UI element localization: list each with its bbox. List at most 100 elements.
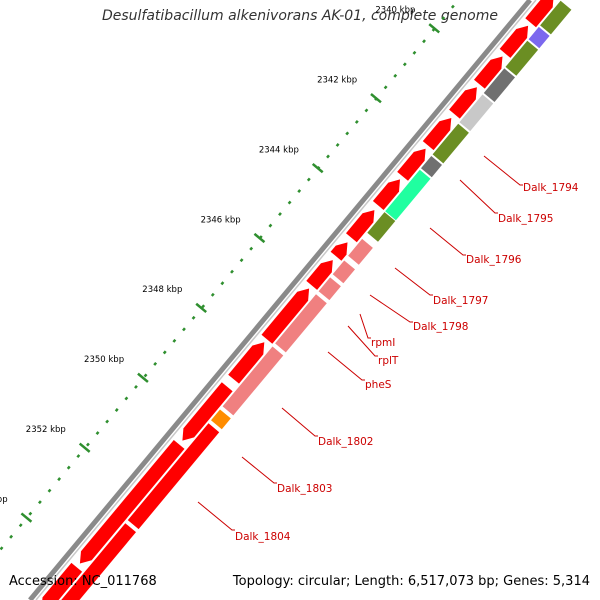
gene-leader-line (347, 325, 378, 357)
forward-gene (261, 288, 310, 344)
accession-text: Accession: NC_011768 (9, 574, 157, 589)
tick-dot (364, 108, 369, 113)
gene-label-dalk_1798[interactable]: Dalk_1798 (413, 321, 469, 333)
tick-dot (412, 50, 417, 55)
tick-dot (326, 154, 330, 159)
tick-dot (47, 488, 52, 493)
reverse-gene (127, 423, 220, 530)
tick-dot (230, 269, 234, 274)
tick-dot (354, 119, 359, 124)
forward-gene (79, 440, 185, 564)
gene-label-dalk_1804[interactable]: Dalk_1804 (235, 531, 291, 543)
tick-dot (57, 477, 62, 482)
reverse-gene (459, 94, 494, 132)
gene-label-rplt[interactable]: rplT (378, 355, 399, 367)
gene-label-phes[interactable]: pheS (365, 379, 392, 391)
kbp-tick-label: 2348 kbp (142, 285, 182, 295)
reverse-gene (483, 68, 515, 102)
forward-gene (499, 25, 529, 58)
tick-dot (268, 223, 273, 228)
tick-dot (278, 212, 282, 217)
tick-dot (249, 246, 254, 251)
kbp-tick-mark (137, 372, 149, 383)
kbp-tick-label: 2340 kbp (375, 6, 415, 16)
forward-gene (346, 210, 375, 243)
kbp-tick-mark (311, 162, 324, 174)
tick-dot (143, 373, 148, 378)
tick-dot (287, 200, 292, 205)
tick-dot (210, 292, 215, 297)
tick-dot (18, 523, 23, 528)
kbp-tick-label: 2354 kbp (0, 495, 8, 505)
tick-dot (393, 73, 398, 78)
tick-dot (153, 361, 158, 366)
tick-dot (220, 281, 225, 286)
forward-gene (474, 56, 503, 89)
reverse-gene (540, 0, 572, 35)
gene-label-dalk_1797[interactable]: Dalk_1797 (433, 295, 489, 307)
kbp-tick-label: 2342 kbp (317, 75, 357, 85)
reverse-gene (222, 346, 284, 416)
gene-leader-line (327, 351, 365, 381)
tick-dot (335, 143, 340, 147)
kbp-tick-label: 2350 kbp (84, 355, 124, 365)
gene-leader-line (281, 407, 318, 437)
tick-dot (86, 442, 90, 447)
tick-dot (9, 534, 14, 539)
reverse-gene (432, 123, 469, 164)
tick-dot (191, 315, 196, 320)
forward-strand (42, 0, 554, 600)
tick-dot (38, 500, 42, 505)
gene-leader-line (459, 179, 498, 214)
tick-dot (182, 327, 186, 332)
kbp-tick-label: 2344 kbp (259, 145, 299, 155)
gene-leader-line (394, 267, 433, 296)
tick-dot (402, 62, 407, 67)
kbp-tick-mark (20, 512, 33, 523)
tick-dot (345, 131, 350, 136)
reverse-gene (421, 156, 442, 178)
kbp-tick-label: 2352 kbp (26, 425, 66, 435)
tick-dot (239, 258, 244, 263)
tick-dot (201, 304, 206, 309)
kbp-tick-mark (370, 93, 382, 104)
tick-dot (95, 431, 100, 435)
reverse-gene (348, 238, 373, 265)
gene-label-dalk_1796[interactable]: Dalk_1796 (466, 254, 522, 266)
reverse-gene (61, 523, 136, 600)
gene-leader-line (359, 313, 371, 339)
gene-label-dalk_1795[interactable]: Dalk_1795 (498, 213, 554, 225)
kbp-tick-mark (428, 23, 441, 34)
kbp-tick-label: 2346 kbp (201, 215, 241, 225)
tick-dot (105, 419, 110, 424)
forward-gene (330, 242, 348, 261)
tick-dot (66, 465, 71, 470)
forward-gene (525, 0, 554, 28)
tick-dot (306, 177, 311, 182)
tick-dot (450, 4, 455, 9)
gene-leader-line (369, 294, 413, 323)
forward-gene (306, 260, 333, 290)
tick-dots (0, 4, 455, 551)
tick-dot (297, 189, 302, 194)
reverse-gene (505, 40, 539, 76)
gene-label-rpmi[interactable]: rpmI (371, 337, 395, 349)
tick-dot (134, 384, 138, 389)
tick-dot (28, 511, 33, 516)
tick-dot (114, 408, 119, 412)
gene-label-dalk_1803[interactable]: Dalk_1803 (277, 483, 333, 495)
forward-gene (449, 87, 477, 119)
gene-leader-line (197, 501, 235, 531)
tick-dot (422, 39, 426, 44)
reverse-gene (332, 260, 355, 284)
tick-dot (172, 338, 177, 343)
reverse-gene (528, 26, 550, 49)
forward-gene (397, 148, 426, 181)
forward-gene (42, 562, 83, 600)
gene-label-dalk_1794[interactable]: Dalk_1794 (523, 182, 579, 194)
kbp-tick-mark (78, 442, 91, 453)
tick-dot (0, 546, 4, 551)
gene-label-dalk_1802[interactable]: Dalk_1802 (318, 436, 374, 448)
map-title: Desulfatibacillum alkenivorans AK-01, co… (101, 8, 499, 24)
